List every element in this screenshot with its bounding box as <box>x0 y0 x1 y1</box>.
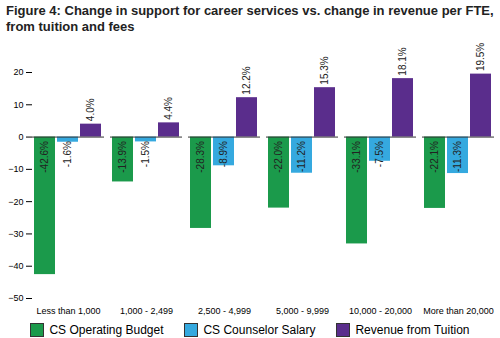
svg-text:0: 0 <box>18 132 23 142</box>
svg-text:−20: −20 <box>8 197 23 207</box>
html-text:Figure 4: Change in support fo: Figure 4: Change in support for career s… <box>6 3 494 34</box>
svg-text:10,000 - 20,000: 10,000 - 20,000 <box>349 306 412 316</box>
html-text:Revenue from Tuition: Revenue from Tuition <box>355 323 470 337</box>
svg-text:−30: −30 <box>8 229 23 239</box>
svg-text:10: 10 <box>13 100 23 110</box>
svg-text:-7.5%: -7.5% <box>374 141 385 167</box>
svg-text:1,000 - 2,499: 1,000 - 2,499 <box>120 306 173 316</box>
svg-text:-22.1%: -22.1% <box>429 141 440 173</box>
svg-text:More than 20,000: More than 20,000 <box>423 306 494 316</box>
html-text:CS Operating Budget: CS Operating Budget <box>49 323 164 337</box>
svg-text:-28.3%: -28.3% <box>195 141 206 173</box>
html-text:CS Counselor Salary: CS Counselor Salary <box>203 323 316 337</box>
svg-text:-1.5%: -1.5% <box>140 141 151 167</box>
svg-text:-11.3%: -11.3% <box>452 141 463 172</box>
svg-text:-11.2%: -11.2% <box>296 141 307 172</box>
svg-text:19.5%: 19.5% <box>475 43 486 71</box>
svg-text:5,000 - 9,999: 5,000 - 9,999 <box>276 306 329 316</box>
svg-text:-8.9%: -8.9% <box>218 141 229 167</box>
svg-text:-1.6%: -1.6% <box>62 141 73 167</box>
svg-text:−40: −40 <box>8 261 23 271</box>
svg-text:Less than 1,000: Less than 1,000 <box>36 306 100 316</box>
svg-text:-33.1%: -33.1% <box>351 141 362 173</box>
svg-text:-42.6%: -42.6% <box>39 141 50 173</box>
svg-text:2,500 - 4,999: 2,500 - 4,999 <box>198 306 251 316</box>
svg-text:4.0%: 4.0% <box>85 98 96 121</box>
svg-text:-13.9%: -13.9% <box>117 141 128 173</box>
svg-text:20: 20 <box>13 67 23 77</box>
svg-text:12.2%: 12.2% <box>241 66 252 94</box>
svg-text:-22.0%: -22.0% <box>273 141 284 173</box>
svg-text:−50: −50 <box>8 293 23 303</box>
svg-text:18.1%: 18.1% <box>397 47 408 75</box>
svg-text:15.3%: 15.3% <box>319 56 330 84</box>
svg-text:−10: −10 <box>8 164 23 174</box>
svg-text:4.4%: 4.4% <box>163 97 174 120</box>
